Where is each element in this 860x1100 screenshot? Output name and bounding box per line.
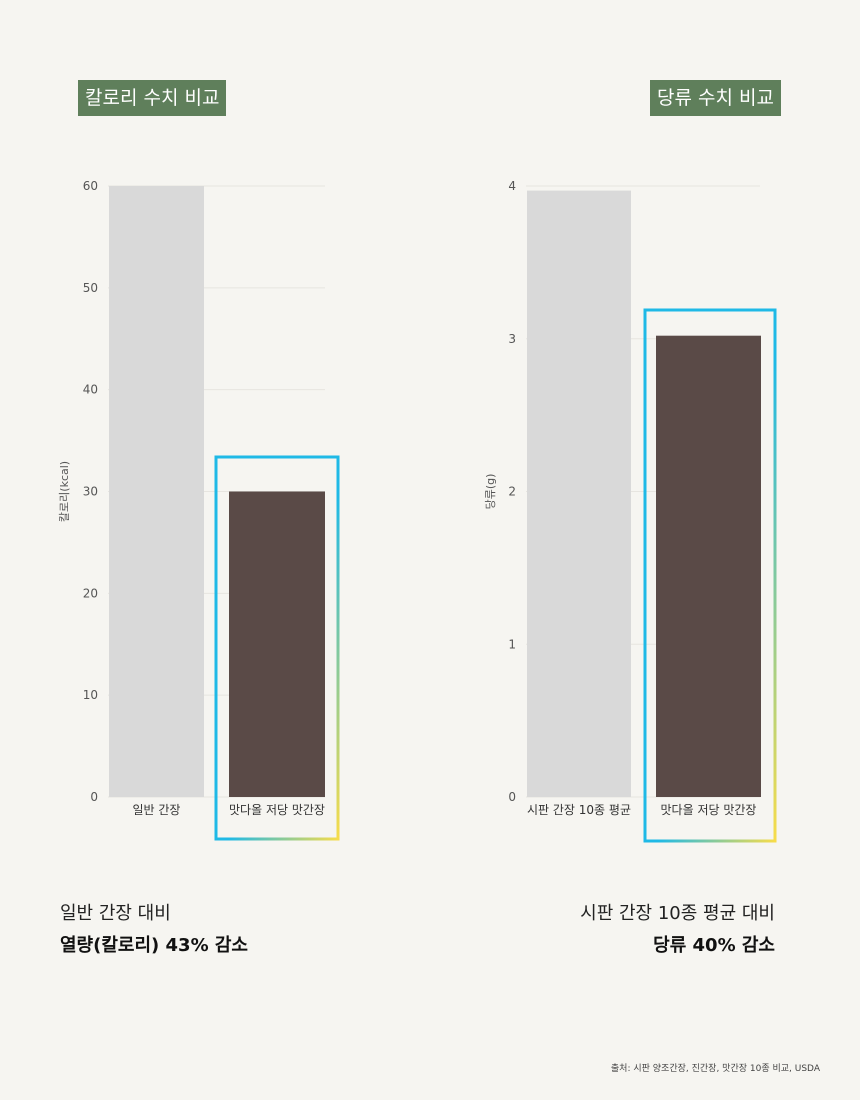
sugar-caption-line2: 당류 40% 감소 [653,935,775,956]
x-category-label: 일반 간장 [133,803,181,817]
calorie-chart: 0 10 20 30 40 50 60 칼로리(kcal) 일반 간장 맛다올 저당 맛간장 [58,179,340,841]
y-tick-label: 10 [83,688,98,702]
y-axis-label: 당류(g) [484,474,497,510]
calorie-caption: 일반 간장 대비 열량(칼로리) 43% 감소 [60,898,248,962]
bar-baseline [527,190,631,797]
y-tick-label: 40 [83,383,98,397]
calorie-caption-line2: 열량(칼로리) 43% 감소 [60,935,248,956]
source-note: 출처: 시판 양조간장, 진간장, 맛간장 10종 비교, USDA [610,1064,820,1074]
highlight-frame [214,455,340,841]
y-tick-label: 60 [83,179,98,193]
y-tick-label: 0 [90,790,98,804]
sugar-caption-line1: 시판 간장 10종 평균 대비 [580,903,775,924]
x-category-label: 맛다올 저당 맛간장 [229,803,325,817]
x-category-label: 시판 간장 10종 평균 [527,803,631,817]
y-tick-label: 1 [508,637,516,651]
sugar-chart-title: 당류 수치 비교 [650,80,781,116]
y-tick-label: 50 [83,281,98,295]
y-tick-label: 4 [508,179,516,193]
y-tick-label: 0 [508,790,516,804]
x-category-label: 맛다올 저당 맛간장 [661,803,757,817]
sugar-chart: 0 1 2 3 4 당류(g) 시판 간장 10종 평균 맛다올 저당 맛간장 [484,179,777,843]
calorie-caption-line1: 일반 간장 대비 [60,903,171,924]
y-tick-label: 20 [83,586,98,600]
y-tick-label: 30 [83,485,98,499]
highlight-frame [643,308,777,843]
y-tick-label: 2 [508,485,516,499]
bar-highlight [229,491,325,797]
y-tick-label: 3 [508,332,516,346]
bar-highlight [656,335,761,797]
calorie-chart-title: 칼로리 수치 비교 [78,80,227,116]
y-axis-label: 칼로리(kcal) [58,461,71,522]
bar-baseline [109,186,204,797]
sugar-caption: 시판 간장 10종 평균 대비 당류 40% 감소 [580,898,775,962]
